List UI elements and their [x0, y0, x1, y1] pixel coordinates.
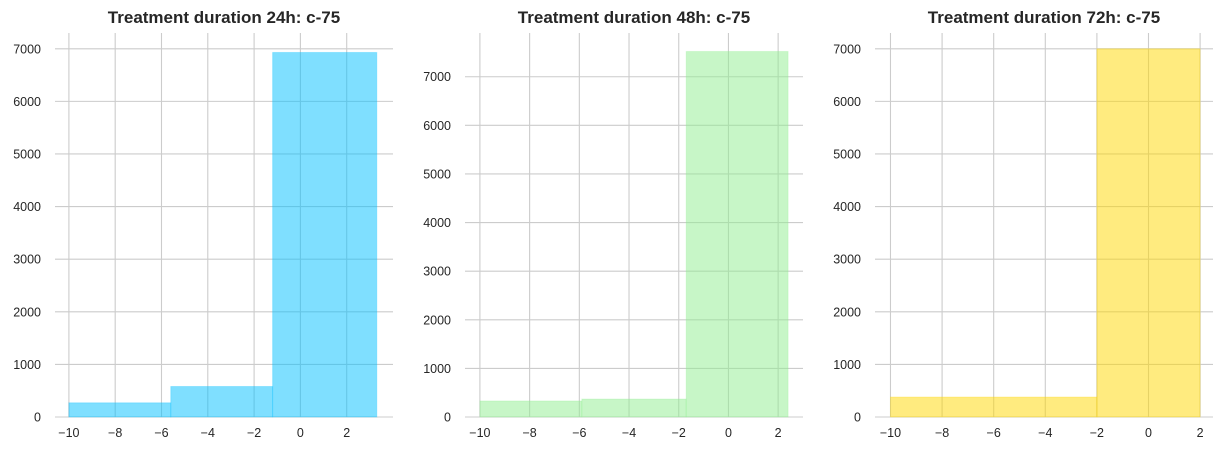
- x-tick-label: −6: [987, 426, 1001, 440]
- histogram-bar: [68, 402, 172, 418]
- y-tick-label: 6000: [13, 95, 41, 109]
- y-tick-label: 1000: [13, 358, 41, 372]
- y-tick-label: 5000: [13, 147, 41, 161]
- histogram-bar: [889, 396, 1098, 418]
- histogram-bar: [685, 50, 789, 418]
- x-tick-label: −2: [1090, 426, 1104, 440]
- y-tick-label: 2000: [13, 305, 41, 319]
- histogram-bar: [170, 385, 274, 418]
- x-tick-label: −6: [572, 426, 586, 440]
- y-tick-label: 4000: [833, 200, 861, 214]
- x-tick-label: 2: [1197, 426, 1204, 440]
- y-tick-label: 2000: [833, 305, 861, 319]
- y-tick-label: 1000: [833, 358, 861, 372]
- x-tick-label: −2: [672, 426, 686, 440]
- x-tick-label: 0: [1145, 426, 1152, 440]
- y-tick-label: 0: [444, 411, 451, 425]
- histogram-panel-2: −10 −8 −6 −4 −2 0 2 0 1000 2000 3000 4000 5000 6000 70…: [423, 8, 803, 440]
- histogram-panel-1: −10 −8 −6 −4 −2 0 2 0 1000 2000 3000 4000 5000 6000 70…: [13, 8, 393, 440]
- x-tick-label: −4: [622, 426, 636, 440]
- y-tick-label: 0: [34, 411, 41, 425]
- y-tick-label: 4000: [423, 216, 451, 230]
- x-tick-label: −8: [108, 426, 122, 440]
- x-tick-label: −8: [522, 426, 536, 440]
- x-tick-label: −8: [935, 426, 949, 440]
- y-tick-label: 7000: [13, 42, 41, 56]
- y-tick-label: 4000: [13, 200, 41, 214]
- chart-title: Treatment duration 24h: c-75: [108, 8, 340, 27]
- x-tick-label: −6: [154, 426, 168, 440]
- y-tick-label: 6000: [423, 119, 451, 133]
- histogram-bar: [581, 398, 687, 418]
- histogram-bar: [479, 400, 583, 418]
- y-tick-label: 3000: [833, 253, 861, 267]
- histogram-bar: [1096, 48, 1201, 418]
- histogram-bar: [272, 51, 378, 418]
- x-tick-label: −4: [1038, 426, 1052, 440]
- x-tick-label: −4: [201, 426, 215, 440]
- y-tick-label: 1000: [423, 362, 451, 376]
- y-tick-label: 6000: [833, 95, 861, 109]
- y-tick-label: 5000: [833, 147, 861, 161]
- chart-title: Treatment duration 48h: c-75: [518, 8, 750, 27]
- x-tick-label: −10: [880, 426, 901, 440]
- x-tick-label: 2: [343, 426, 350, 440]
- y-tick-label: 7000: [833, 42, 861, 56]
- x-tick-label: −10: [58, 426, 79, 440]
- chart-title: Treatment duration 72h: c-75: [928, 8, 1160, 27]
- y-tick-label: 3000: [423, 265, 451, 279]
- y-tick-label: 7000: [423, 70, 451, 84]
- y-tick-label: 0: [854, 411, 861, 425]
- y-tick-label: 3000: [13, 253, 41, 267]
- x-tick-label: 0: [297, 426, 304, 440]
- x-tick-label: −10: [469, 426, 490, 440]
- x-tick-label: 0: [725, 426, 732, 440]
- histogram-panel-3: −10 −8 −6 −4 −2 0 2 0 1000 2000 3000 4000 5000 6000 70…: [833, 8, 1213, 440]
- y-tick-label: 5000: [423, 167, 451, 181]
- x-tick-label: −2: [247, 426, 261, 440]
- x-tick-label: 2: [775, 426, 782, 440]
- y-tick-label: 2000: [423, 313, 451, 327]
